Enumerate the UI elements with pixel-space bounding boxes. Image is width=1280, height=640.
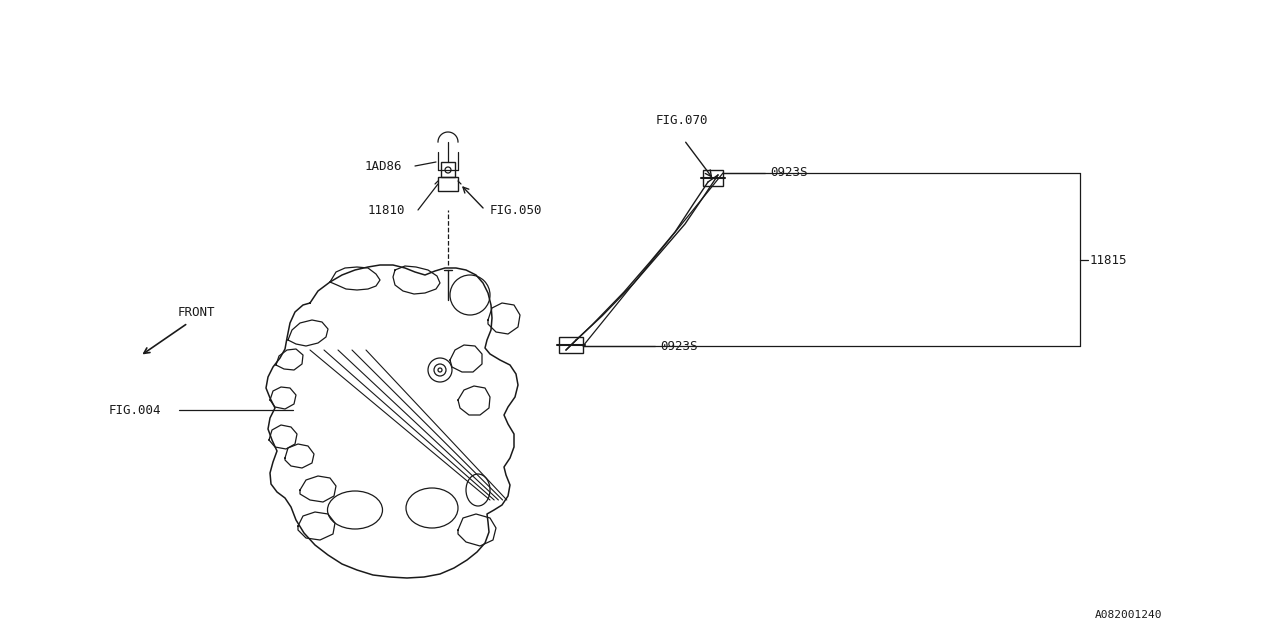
Text: 11815: 11815 bbox=[1091, 253, 1128, 266]
Text: FIG.070: FIG.070 bbox=[657, 113, 709, 127]
Text: 11810: 11810 bbox=[369, 204, 406, 216]
Text: FIG.004: FIG.004 bbox=[109, 403, 161, 417]
Text: FIG.050: FIG.050 bbox=[490, 204, 543, 216]
Bar bbox=[559, 337, 582, 353]
Text: 1AD86: 1AD86 bbox=[365, 159, 402, 173]
Bar bbox=[438, 177, 458, 191]
Text: 0923S: 0923S bbox=[660, 339, 698, 353]
Text: FRONT: FRONT bbox=[178, 305, 215, 319]
Text: A082001240: A082001240 bbox=[1094, 610, 1162, 620]
Bar bbox=[703, 170, 723, 186]
Bar bbox=[442, 162, 454, 177]
Text: 0923S: 0923S bbox=[771, 166, 808, 179]
